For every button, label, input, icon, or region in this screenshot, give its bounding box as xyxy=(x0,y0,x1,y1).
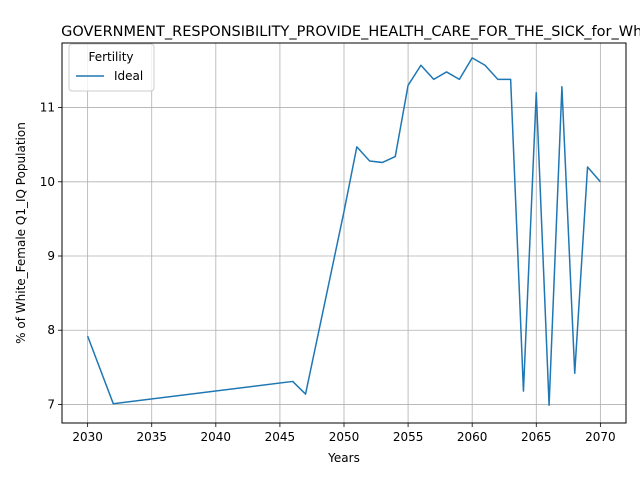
x-tick-label: 2065 xyxy=(521,430,552,444)
x-tick-label: 2060 xyxy=(457,430,488,444)
y-tick-label: 7 xyxy=(47,397,55,411)
x-tick-label: 2045 xyxy=(265,430,296,444)
y-tick-label: 11 xyxy=(40,101,55,115)
x-tick-label: 2055 xyxy=(393,430,424,444)
x-tick-label: 2035 xyxy=(136,430,167,444)
x-tick-label: 2040 xyxy=(201,430,232,444)
chart-title: GOVERNMENT_RESPONSIBILITY_PROVIDE_HEALTH… xyxy=(61,24,640,40)
x-tick-label: 2070 xyxy=(585,430,616,444)
legend: Fertility Ideal xyxy=(68,43,155,92)
series-line xyxy=(86,57,601,406)
y-ticks: 7 8 9 10 11 xyxy=(40,101,62,411)
y-tick-label: 10 xyxy=(40,175,55,189)
legend-box xyxy=(68,43,155,92)
x-ticks: 2030 2035 2040 2045 2050 2055 2060 2065 2070 xyxy=(72,423,616,444)
plot-area xyxy=(86,57,601,406)
x-tick-label: 2050 xyxy=(329,430,360,444)
y-tick-label: 9 xyxy=(47,249,55,263)
y-tick-label: 8 xyxy=(47,323,55,337)
legend-title: Fertility xyxy=(88,50,133,64)
legend-entry: Ideal xyxy=(114,69,143,83)
x-axis-label: Years xyxy=(327,451,360,465)
y-axis-label: % of White_Female Q1_IQ Population xyxy=(14,122,28,344)
x-tick-label: 2030 xyxy=(72,430,103,444)
